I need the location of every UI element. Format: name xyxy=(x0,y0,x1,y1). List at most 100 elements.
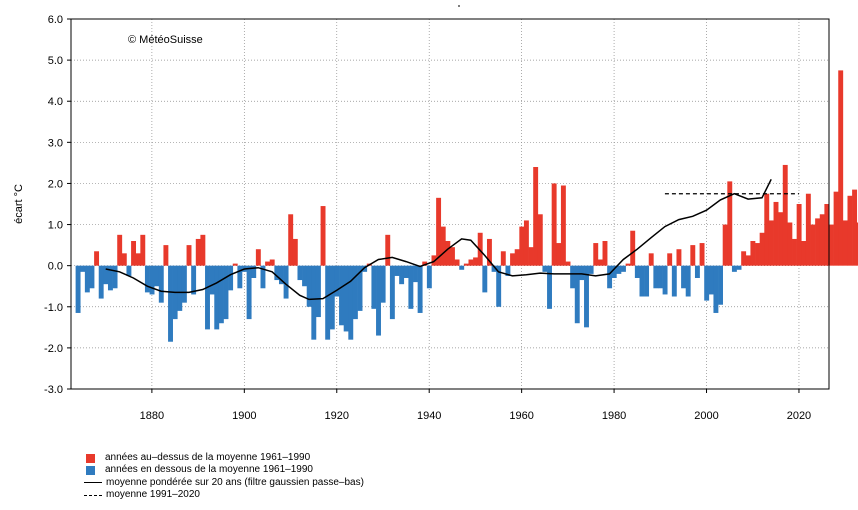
x-tick-label: 1880 xyxy=(140,410,164,422)
bar-below xyxy=(126,266,131,276)
bar-below xyxy=(85,266,90,293)
bar-above xyxy=(778,212,783,265)
bar-below xyxy=(390,266,395,319)
bar-above xyxy=(450,247,455,265)
bar-above xyxy=(561,186,566,266)
bar-below xyxy=(547,266,552,309)
bar-below xyxy=(395,266,400,276)
bar-below xyxy=(182,266,187,303)
y-axis: 6.0 5.0 4.0 3.0 2.0 1.0 0.0 -1.0 -2.0 -3.0 xyxy=(44,14,71,396)
bar-below xyxy=(709,266,714,295)
bar-below xyxy=(113,266,118,289)
y-tick-label: -2.0 xyxy=(44,343,63,355)
bar-below xyxy=(713,266,718,313)
bar-above xyxy=(187,245,192,266)
x-tick-label: 1960 xyxy=(509,410,533,422)
bar-below xyxy=(103,266,108,285)
bar-below xyxy=(607,266,612,289)
x-tick-label: 2020 xyxy=(787,410,811,422)
bar-below xyxy=(348,266,353,340)
x-tick-label: 1900 xyxy=(232,410,256,422)
bar-above xyxy=(566,262,571,266)
bar-below xyxy=(635,266,640,278)
bar-above xyxy=(441,227,446,266)
y-tick-label: 3.0 xyxy=(48,137,63,149)
legend-swatch-below xyxy=(86,466,95,475)
bar-above xyxy=(256,249,261,265)
y-tick-label: 6.0 xyxy=(48,14,63,26)
bar-above xyxy=(700,243,705,266)
bar-above xyxy=(750,241,755,266)
bar-above xyxy=(820,214,825,265)
bar-above xyxy=(122,253,127,265)
bar-below xyxy=(150,266,155,295)
bar-above xyxy=(94,251,99,265)
bar-above xyxy=(755,243,760,266)
bar-above xyxy=(746,255,751,265)
bar-above xyxy=(117,235,122,266)
x-tick-label: 2000 xyxy=(694,410,718,422)
bar-below xyxy=(177,266,182,311)
bar-below xyxy=(663,266,668,295)
bar-below xyxy=(325,266,330,340)
bar-above xyxy=(667,253,672,265)
bar-above xyxy=(806,194,811,266)
x-tick-label: 1940 xyxy=(417,410,441,422)
bar-below xyxy=(408,266,413,309)
bar-above xyxy=(829,225,834,266)
bar-below xyxy=(168,266,173,342)
bar-above xyxy=(501,251,506,265)
bar-above xyxy=(385,235,390,266)
bar-above xyxy=(556,243,561,266)
y-tick-label: 5.0 xyxy=(48,55,63,67)
bar-above xyxy=(510,253,515,265)
y-tick-label: 0.0 xyxy=(48,261,63,273)
bar-below xyxy=(210,266,215,295)
bar-below xyxy=(589,266,594,274)
legend-label-smooth: moyenne pondérée sur 20 ans (filtre gaus… xyxy=(106,477,364,489)
bar-above xyxy=(690,245,695,266)
bar-below xyxy=(621,266,626,272)
bar-below xyxy=(145,266,150,293)
bar-below xyxy=(737,266,742,270)
bar-above xyxy=(131,241,136,266)
bar-below xyxy=(427,266,432,289)
legend: années au–dessus de la moyenne 1961–1990… xyxy=(86,452,364,502)
bar-below xyxy=(404,266,409,278)
bar-above xyxy=(464,264,469,266)
bar-below xyxy=(718,266,723,305)
copyright-label: © MétéoSuisse xyxy=(128,34,203,46)
bar-below xyxy=(316,266,321,317)
legend-label-norm: moyenne 1991–2020 xyxy=(106,489,200,501)
y-tick-label: -3.0 xyxy=(44,384,63,396)
bar-below xyxy=(704,266,709,301)
bar-below xyxy=(658,266,663,289)
bar-below xyxy=(686,266,691,297)
bar-above xyxy=(834,192,839,266)
bar-above xyxy=(649,253,654,265)
bar-above xyxy=(293,239,298,266)
bar-below xyxy=(191,266,196,295)
bar-above xyxy=(783,165,788,266)
y-tick-label: 4.0 xyxy=(48,96,63,108)
bar-below xyxy=(297,266,302,280)
bar-below xyxy=(228,266,233,291)
bar-above xyxy=(626,264,631,266)
bar-below xyxy=(644,266,649,297)
legend-item-norm: moyenne 1991–2020 xyxy=(86,489,364,501)
bar-above xyxy=(321,206,326,266)
bar-above xyxy=(787,223,792,266)
top-dot xyxy=(458,5,460,7)
bar-below xyxy=(214,266,219,330)
legend-label-below: années en dessous de la moyenne 1961–199… xyxy=(105,464,313,476)
x-tick-label: 1980 xyxy=(602,410,626,422)
bar-above xyxy=(676,249,681,265)
bar-above xyxy=(852,190,857,266)
bar-below xyxy=(695,266,700,278)
bar-above xyxy=(136,253,141,265)
bar-above xyxy=(741,251,746,265)
bar-above xyxy=(140,235,145,266)
y-tick-label: 1.0 xyxy=(48,220,63,232)
bar-below xyxy=(307,266,312,307)
